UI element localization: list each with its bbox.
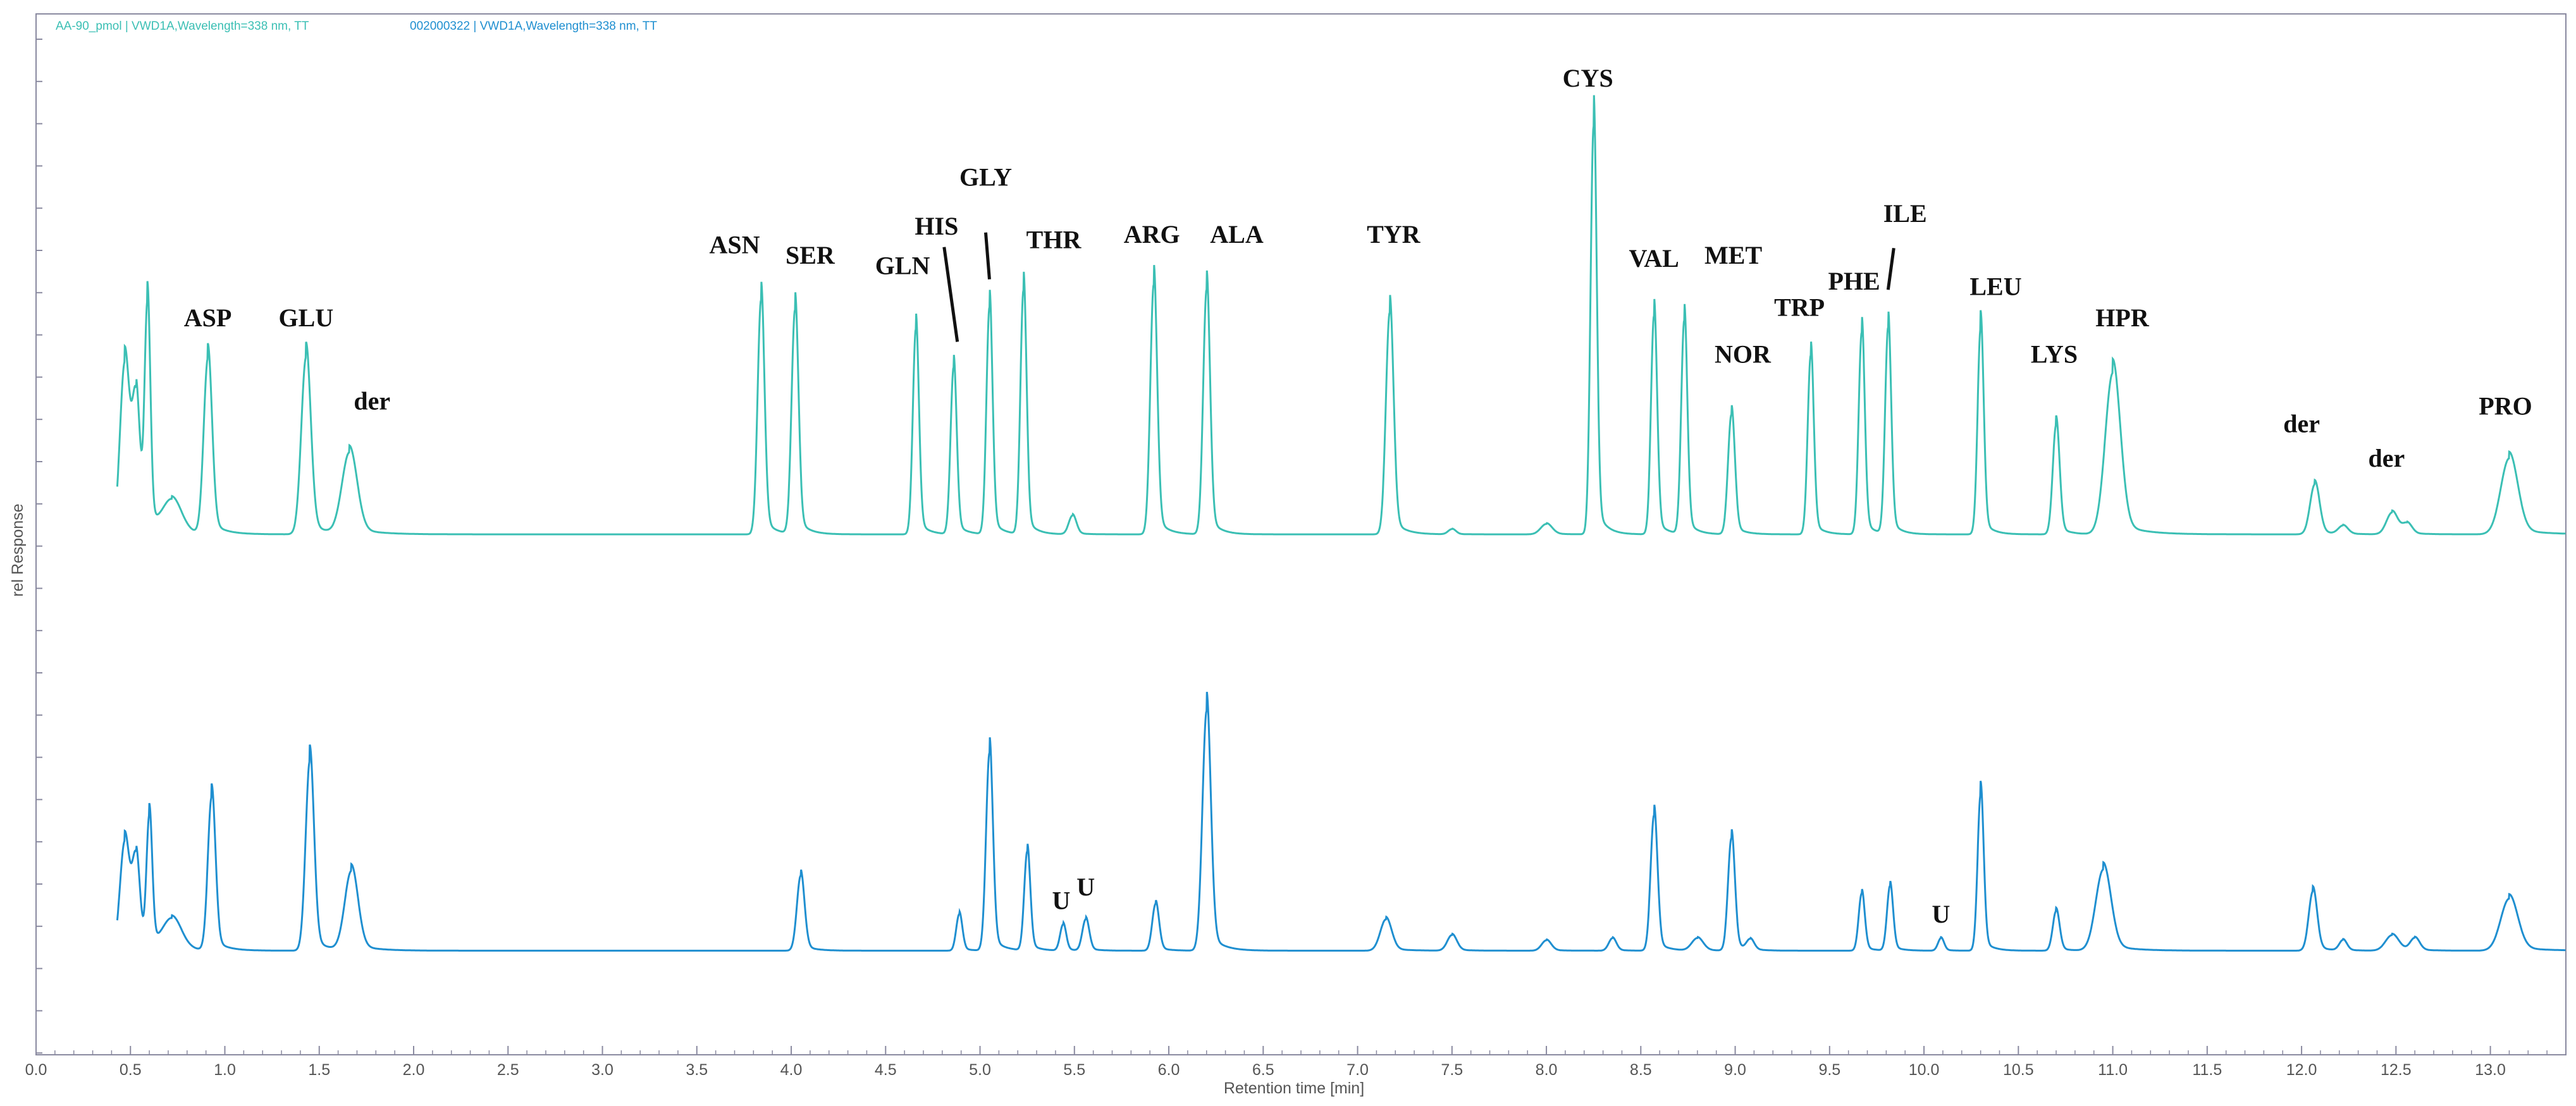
peak-label: ALA <box>1210 220 1264 249</box>
series-trace-2 <box>116 692 2566 952</box>
x-tick-label: 5.5 <box>1063 1061 1085 1079</box>
x-tick-label: 10.0 <box>1909 1061 1940 1079</box>
leader-line <box>984 232 991 280</box>
x-tick-label: 3.0 <box>591 1061 613 1079</box>
x-tick-label: 1.5 <box>308 1061 330 1079</box>
x-tick-label: 11.5 <box>2192 1061 2222 1079</box>
peak-label: ASP <box>184 304 232 332</box>
x-tick-label: 11.0 <box>2098 1061 2128 1079</box>
peak-label: LEU <box>1969 272 2021 300</box>
peak-label: ILE <box>1883 199 1927 228</box>
x-tick-label: 2.5 <box>497 1061 519 1079</box>
peak-label: TYR <box>1367 220 1421 249</box>
leader-lines <box>942 232 1895 342</box>
x-tick-label: 3.5 <box>686 1061 708 1079</box>
peak-label: U <box>1052 887 1070 915</box>
x-tick-label: 4.0 <box>780 1061 803 1079</box>
x-tick-label: 9.5 <box>1818 1061 1840 1079</box>
x-tick-label: 6.5 <box>1252 1061 1274 1079</box>
peak-label: MET <box>1704 241 1762 269</box>
x-tick-label: 0.5 <box>120 1061 142 1079</box>
peak-label: THR <box>1026 225 1082 254</box>
series-trace-1 <box>116 95 2566 536</box>
x-axis-ticks: 0.0 0.5 1.0 1.5 2.0 2.5 3.0 3.5 4.0 4.5 5.0 5.5 6.0 6… <box>25 1046 2567 1079</box>
peak-label: VAL <box>1629 244 1679 273</box>
legend: AA-90_pmol | VWD1A,Wavelength=338 nm, TT… <box>56 20 657 33</box>
peak-label: U <box>1076 873 1095 901</box>
peak-label: TRP <box>1774 293 1825 321</box>
peak-label: ARG <box>1124 220 1180 249</box>
x-tick-label: 12.5 <box>2381 1061 2412 1079</box>
peak-label: GLY <box>959 163 1012 192</box>
x-tick-label: 12.0 <box>2286 1061 2317 1079</box>
x-tick-label: 4.5 <box>875 1061 897 1079</box>
x-tick-label: 13.0 <box>2475 1061 2506 1079</box>
legend-entry-series-1: AA-90_pmol | VWD1A,Wavelength=338 nm, TT <box>56 20 309 33</box>
series-traces <box>116 95 2566 952</box>
x-tick-label: 10.5 <box>2003 1061 2034 1079</box>
x-tick-label: 5.0 <box>969 1061 991 1079</box>
peak-label: GLN <box>875 252 930 280</box>
peak-label: LYS <box>2031 340 2078 368</box>
x-tick-label: 2.0 <box>403 1061 425 1079</box>
x-tick-label: 0.0 <box>25 1061 47 1079</box>
x-tick-label: 8.5 <box>1630 1061 1652 1079</box>
peak-label: NOR <box>1715 340 1772 368</box>
peak-label: der <box>354 387 390 415</box>
x-axis-title: Retention time [min] <box>1224 1079 1364 1097</box>
x-tick-label: 7.0 <box>1347 1061 1369 1079</box>
peak-label: der <box>2369 444 2405 472</box>
x-tick-label: 6.0 <box>1158 1061 1180 1079</box>
peak-label: PRO <box>2479 392 2532 421</box>
peak-label: CYS <box>1563 64 1613 92</box>
peak-label: ASN <box>709 231 760 259</box>
y-axis-ticks <box>36 39 42 1054</box>
peak-label: HIS <box>915 212 958 240</box>
x-tick-label: 9.0 <box>1724 1061 1746 1079</box>
peak-label: der <box>2283 410 2320 438</box>
x-tick-label: 7.5 <box>1441 1061 1463 1079</box>
x-tick-label: 1.0 <box>214 1061 236 1079</box>
peak-label: SER <box>786 241 835 269</box>
legend-entry-series-2: 002000322 | VWD1A,Wavelength=338 nm, TT <box>410 20 657 33</box>
peak-label: PHE <box>1828 267 1880 295</box>
leader-line <box>1886 248 1895 290</box>
peak-label: U <box>1932 900 1950 928</box>
x-tick-label: 8.0 <box>1536 1061 1558 1079</box>
leader-line <box>942 247 959 342</box>
peak-label: HPR <box>2095 304 2150 332</box>
y-axis-title: rel Response <box>9 503 27 596</box>
peak-label: GLU <box>279 304 334 332</box>
